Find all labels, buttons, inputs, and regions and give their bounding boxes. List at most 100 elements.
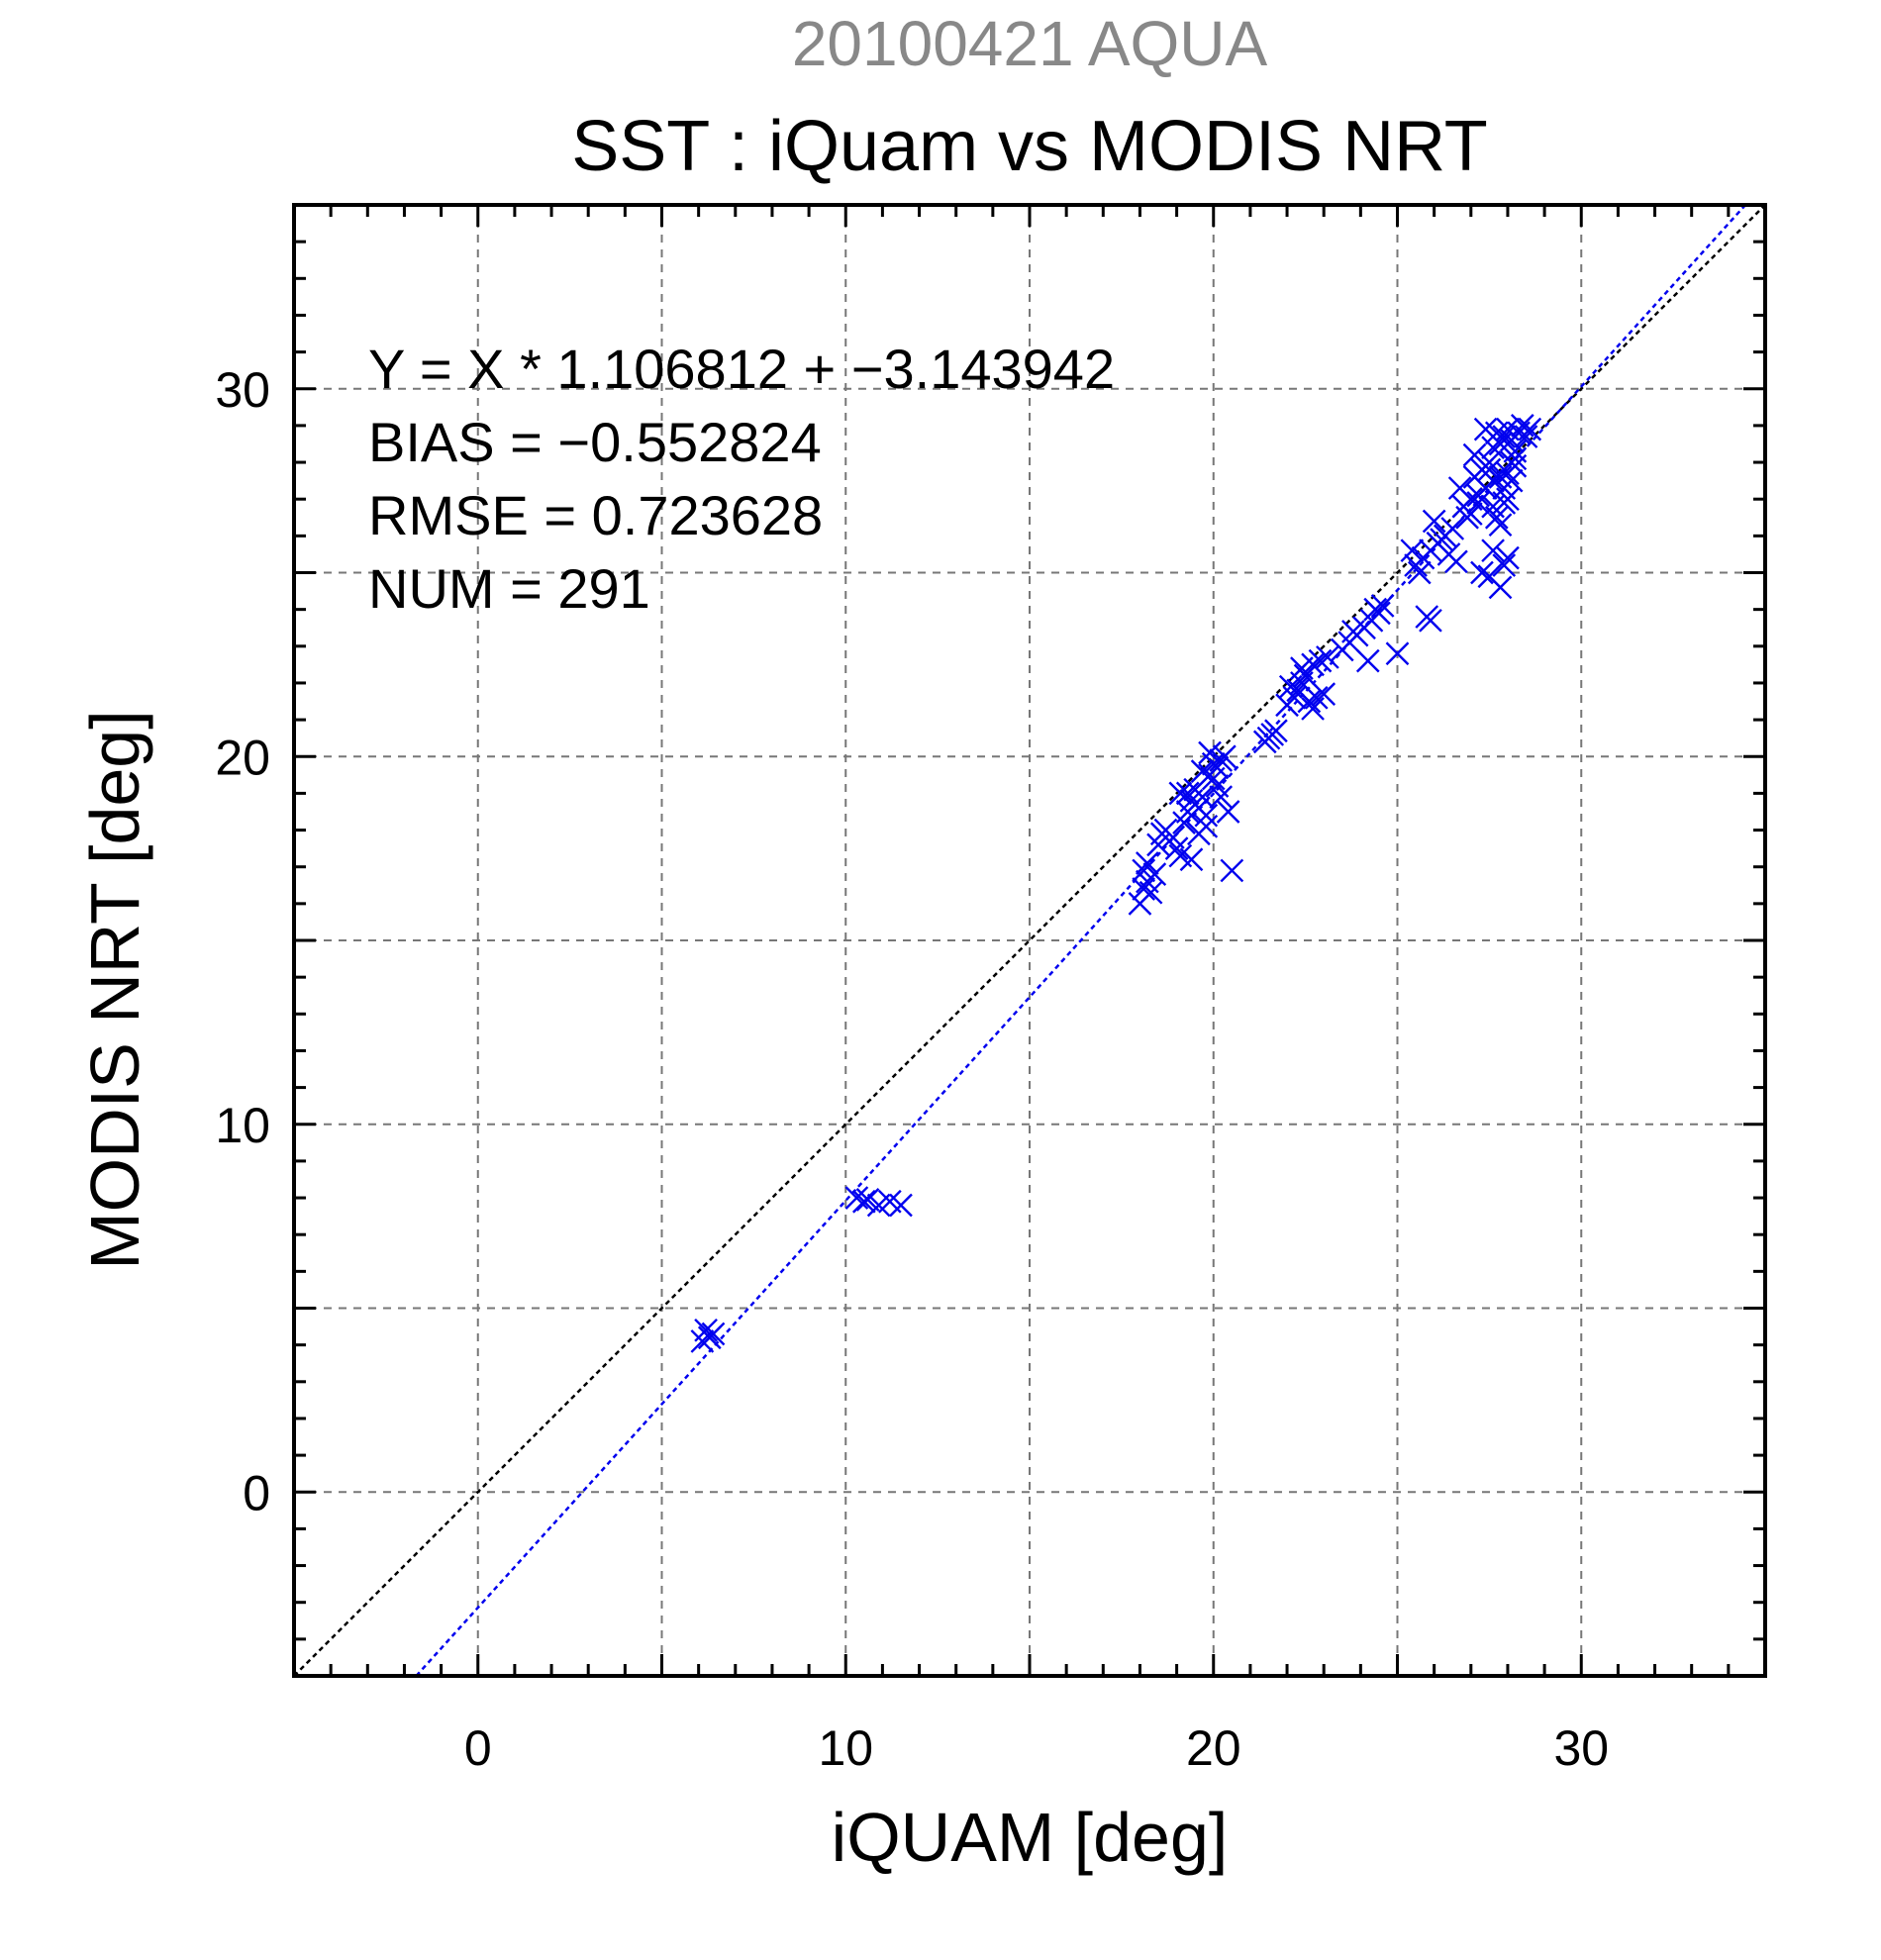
data-point-stroke: [1400, 539, 1425, 563]
y-axis-tick-labels: 0 10 20 30: [215, 362, 270, 1521]
grid: [294, 205, 1765, 1676]
data-point-stroke: [1168, 781, 1193, 806]
data-point-stroke: [1419, 608, 1442, 633]
data-point-stroke: [1220, 858, 1244, 883]
x-tick-label: 0: [464, 1720, 492, 1776]
data-point-stroke: [1136, 851, 1159, 875]
x-axis-tick-labels: 0 10 20 30: [464, 1720, 1609, 1776]
data-point: [1216, 800, 1240, 824]
data-point-stroke: [1142, 862, 1167, 886]
stats-num: NUM = 291: [368, 557, 650, 620]
data-point: [1499, 468, 1524, 493]
data-point-stroke: [1194, 814, 1219, 838]
data-point: [1499, 450, 1524, 474]
data-point: [1179, 847, 1204, 872]
data-point: [690, 1329, 715, 1353]
data-point-stroke: [1363, 597, 1388, 622]
data-point: [1466, 491, 1491, 515]
data-point-stroke: [1422, 509, 1446, 534]
data-point: [1407, 560, 1432, 585]
data-point: [1355, 648, 1380, 673]
data-point-stroke: [1499, 468, 1524, 493]
data-point-stroke: [1488, 465, 1513, 489]
data-point: [1220, 858, 1244, 883]
data-point-stroke: [1138, 880, 1163, 905]
data-point-stroke: [1297, 689, 1322, 714]
data-point-stroke: [1252, 730, 1277, 754]
x-tick-label: 10: [818, 1720, 873, 1776]
data-point: [1430, 528, 1453, 551]
data-point-stroke: [1316, 645, 1339, 669]
data-point: [1308, 648, 1333, 673]
data-point: [1209, 785, 1234, 809]
data-point-stroke: [701, 1322, 726, 1346]
data-point-stroke: [1444, 549, 1468, 574]
data-point-stroke: [1286, 678, 1311, 703]
data-point: [1444, 549, 1468, 574]
data-point-stroke: [1278, 674, 1303, 699]
data-point: [1341, 620, 1365, 643]
x-tick-label: 30: [1553, 1720, 1609, 1776]
data-point-stroke: [1355, 648, 1380, 673]
data-point-stroke: [1132, 858, 1156, 883]
data-point-stroke: [1462, 442, 1487, 467]
data-point-stroke: [1477, 457, 1502, 482]
data-point: [1132, 877, 1156, 901]
data-point-stroke: [1466, 491, 1491, 515]
data-point: [1290, 656, 1314, 680]
data-point-stroke: [1470, 560, 1494, 585]
data-point: [1312, 682, 1336, 706]
data-point: [1447, 476, 1472, 500]
chart-supertitle: 20100421 AQUA: [792, 8, 1268, 79]
data-point-stroke: [1205, 774, 1230, 798]
data-point: [1481, 539, 1505, 563]
data-point: [1278, 674, 1303, 699]
data-point-stroke: [1514, 425, 1538, 448]
data-point: [889, 1193, 913, 1218]
data-point: [1400, 539, 1425, 563]
data-point: [1164, 836, 1189, 860]
data-point: [1496, 545, 1520, 570]
data-point: [1477, 564, 1502, 589]
data-point-stroke: [1308, 648, 1333, 673]
stats-bias: BIAS = −0.552824: [368, 411, 822, 473]
data-point-stroke: [1341, 620, 1365, 643]
y-tick-label: 30: [215, 362, 270, 418]
data-point-stroke: [1488, 513, 1513, 538]
data-point-stroke: [1179, 847, 1204, 872]
data-point: [1252, 730, 1277, 754]
data-point: [701, 1322, 726, 1346]
data-point-stroke: [889, 1193, 913, 1218]
plot-frame: [292, 203, 1767, 1678]
data-point-stroke: [1496, 417, 1520, 441]
data-point-stroke: [1190, 759, 1215, 783]
data-point-stroke: [1447, 476, 1472, 500]
x-axis-label: iQUAM [deg]: [832, 1799, 1229, 1876]
data-point-stroke: [1164, 836, 1189, 860]
data-point-stroke: [877, 1189, 902, 1214]
stats-equation: Y = X * 1.106812 + −3.143942: [368, 338, 1115, 400]
data-point-stroke: [1481, 468, 1505, 493]
data-point-stroke: [1161, 826, 1185, 849]
data-point-stroke: [1209, 785, 1234, 809]
data-point: [1462, 442, 1487, 467]
data-point: [1492, 491, 1517, 515]
data-point-stroke: [1194, 803, 1219, 828]
chart-title: SST : iQuam vs MODIS NRT: [571, 107, 1488, 186]
data-point: [1213, 744, 1237, 769]
data-point: [1168, 781, 1193, 806]
data-point-stroke: [1430, 528, 1453, 551]
data-point-stroke: [1492, 425, 1517, 448]
data-point: [1194, 814, 1219, 838]
data-point-stroke: [1510, 414, 1534, 438]
data-point: [1316, 645, 1339, 669]
data-point: [855, 1188, 880, 1212]
data-point: [1142, 862, 1167, 886]
data-point-stroke: [1175, 781, 1200, 806]
data-point-stroke: [1312, 682, 1336, 706]
data-point-stroke: [1458, 502, 1483, 526]
data-point-stroke: [1385, 641, 1410, 666]
data-point-stroke: [1198, 740, 1222, 765]
y-axis-label: MODIS NRT [deg]: [76, 710, 153, 1269]
data-point: [1194, 803, 1219, 828]
